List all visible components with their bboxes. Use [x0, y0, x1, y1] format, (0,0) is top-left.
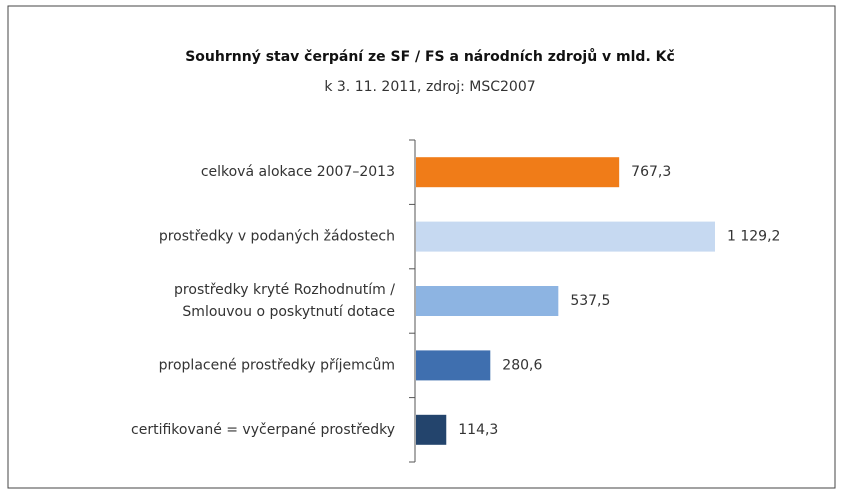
chart-subtitle: k 3. 11. 2011, zdroj: MSC2007	[324, 79, 535, 95]
chart-title: Souhrnný stav čerpání ze SF / FS a národ…	[185, 48, 675, 65]
category-label: prostředky kryté Rozhodnutím / Smlouvou o…	[174, 282, 395, 320]
bar	[416, 221, 715, 252]
category-label: certifikované = vyčerpané prostředky	[131, 422, 395, 438]
bar	[416, 350, 491, 381]
value-label: 280,6	[502, 357, 542, 373]
category-label: prostředky v podaných žádostech	[159, 229, 395, 245]
value-label: 537,5	[570, 293, 610, 309]
bar	[416, 414, 447, 445]
value-label: 1 129,2	[727, 229, 780, 245]
category-label: proplacené prostředky příjemcům	[159, 357, 395, 373]
category-label: celková alokace 2007–2013	[201, 164, 395, 180]
bar	[416, 157, 620, 188]
value-label: 767,3	[631, 164, 671, 180]
value-label: 114,3	[458, 422, 498, 438]
bar	[416, 286, 559, 316]
